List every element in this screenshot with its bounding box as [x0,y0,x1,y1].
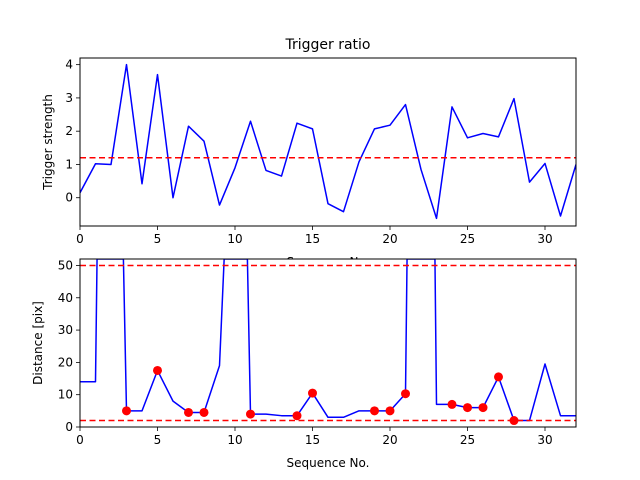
top-ticks: 0 5 10 15 20 25 30 0 1 2 3 4 [65,58,552,246]
bottom-marker [199,407,209,417]
bottom-series-line [80,259,576,422]
bottom-y-tick-label: 30 [58,323,73,337]
bottom-axes-background [80,259,576,427]
bottom-marker [122,406,131,416]
bottom-y-tick-label: 50 [58,258,73,272]
top-y-tick-label: 4 [65,58,73,72]
bottom-marker [153,365,162,375]
bottom-marker [246,409,255,419]
bottom-marker [308,388,317,398]
bottom-marker [184,407,193,417]
bottom-x-tick-label: 0 [76,433,84,447]
bottom-y-axis-label: Distance [pix] [31,301,45,385]
bottom-x-tick-label: 15 [305,433,320,447]
bottom-y-tick-label: 20 [58,355,73,369]
bottom-marker [447,399,457,409]
top-y-tick-label: 0 [65,191,73,205]
bottom-plot-area [80,259,576,422]
distance-chart: 0 5 10 15 20 25 30 0 10 20 30 40 50 Sequence No. Dis… [31,258,577,470]
bottom-x-tick-label: 30 [537,433,552,447]
top-x-tick-label: 0 [76,232,84,246]
bottom-x-tick-label: 5 [154,433,162,447]
top-y-tick-label: 3 [65,91,73,105]
top-series-line [80,63,576,220]
top-x-tick-label: 5 [154,232,162,246]
top-y-tick-label: 2 [65,124,73,138]
bottom-x-tick-label: 25 [460,433,475,447]
bottom-marker [292,411,302,421]
top-y-axis-label: Trigger strength [41,94,55,191]
bottom-marker [494,372,503,382]
top-x-tick-label: 30 [537,232,552,246]
top-plot-area [80,63,576,220]
bottom-x-axis-label: Sequence No. [287,456,370,470]
bottom-series-layer [80,259,576,426]
top-x-tick-label: 10 [227,232,242,246]
top-chart-title: Trigger ratio [284,37,370,53]
bottom-marker [385,406,395,416]
bottom-marker [401,389,410,399]
bottom-y-tick-label: 0 [65,420,73,434]
top-axes-frame [79,57,577,227]
bottom-marker [509,416,519,426]
top-y-tick-label: 1 [65,157,73,171]
bottom-x-tick-label: 20 [382,433,397,447]
top-x-tick-label: 25 [460,232,475,246]
bottom-marker [478,403,488,413]
top-x-tick-label: 20 [382,232,397,246]
bottom-marker [463,403,472,413]
bottom-y-tick-label: 10 [58,388,73,402]
top-data-layer [80,63,576,220]
top-x-tick-label: 15 [305,232,320,246]
bottom-x-tick-label: 10 [227,433,242,447]
bottom-y-tick-label: 40 [58,291,73,305]
bottom-marker [370,406,379,416]
bottom-axes-frame [79,258,577,428]
bottom-ticks: 0 5 10 15 20 25 30 0 10 20 30 40 50 [58,258,553,447]
